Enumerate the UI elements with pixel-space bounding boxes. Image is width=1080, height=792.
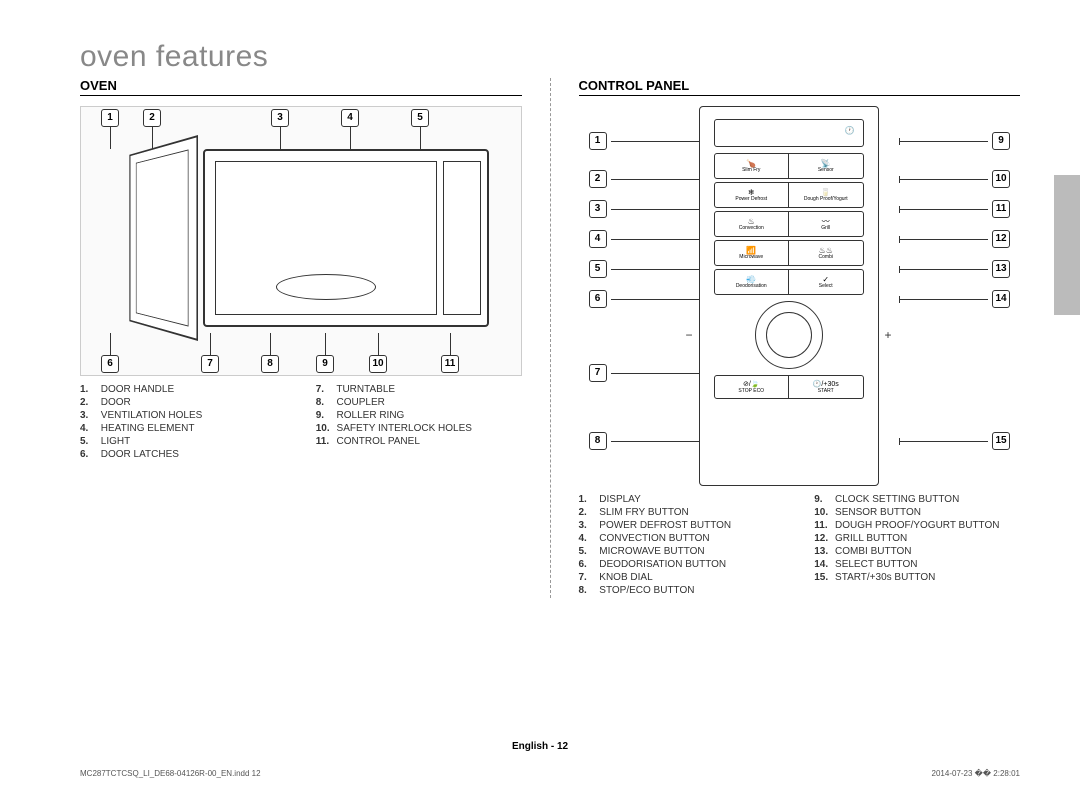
parts-item: 9. CLOCK SETTING BUTTON (814, 494, 1020, 505)
parts-item: 3. POWER DEFROST BUTTON (579, 520, 785, 531)
start-button: 🕐/+30sSTART (789, 376, 863, 398)
control-panel-body: 🕐 🍗Slim Fry📡Sensor ❄Power Defrost🥛Dough P… (699, 106, 879, 486)
parts-item: 14. SELECT BUTTON (814, 559, 1020, 570)
callout-7: 7 (201, 355, 219, 373)
parts-item: 12. GRILL BUTTON (814, 533, 1020, 544)
callout-8: 8 (261, 355, 279, 373)
parts-item: 3. VENTILATION HOLES (80, 410, 286, 421)
bottom-button-row: ⊘/🍃STOP ECO🕐/+30sSTART (714, 375, 864, 399)
callout-4: 4 (341, 109, 359, 127)
button-row-2: ❄Power Defrost🥛Dough Proof/Yogurt (714, 182, 864, 208)
panel-button: ✓Select (789, 270, 863, 294)
parts-item: 11. DOUGH PROOF/YOGURT BUTTON (814, 520, 1020, 531)
callout-13: 13 (899, 260, 1010, 278)
manual-page: oven features OVEN 12345 (0, 0, 1080, 792)
oven-section: OVEN 1 2 3 4 5 6 7 8 9 10 11 1 (80, 78, 522, 598)
callout-9: 9 (316, 355, 334, 373)
callout-8: 8 (589, 432, 700, 450)
oven-parts-list: 1. DOOR HANDLE 2. DOOR 3. VENTILATION HOLE… (80, 384, 522, 462)
control-panel-parts-list: 1. DISPLAY 2. SLIM FRY BUTTON 3. POWER DEF… (579, 494, 1021, 598)
panel-button: 🍗Slim Fry (715, 154, 790, 178)
panel-button: ♨♨Combi (789, 241, 863, 265)
parts-item: 8. COUPLER (316, 397, 522, 408)
callout-10: 10 (899, 170, 1010, 188)
callout-10: 10 (369, 355, 387, 373)
callout-7: 7 (589, 364, 700, 382)
oven-controlpanel-shape (443, 161, 481, 315)
oven-door-shape (129, 135, 198, 341)
callout-14: 14 (899, 290, 1010, 308)
parts-item: 11. CONTROL PANEL (316, 436, 522, 447)
panel-button: ♨Convection (715, 212, 790, 236)
parts-item: 6. DEODORISATION BUTTON (579, 559, 785, 570)
parts-item: 9. ROLLER RING (316, 410, 522, 421)
parts-item: 10. SAFETY INTERLOCK HOLES (316, 423, 522, 434)
callout-9: 9 (899, 132, 1010, 150)
panel-button: 💨Deodorisation (715, 270, 790, 294)
callout-11: 11 (899, 200, 1010, 218)
callout-6: 6 (101, 355, 119, 373)
parts-item: 8. STOP/ECO BUTTON (579, 585, 785, 596)
knob-dial (755, 301, 823, 369)
stop-eco-button: ⊘/🍃STOP ECO (715, 376, 790, 398)
page-title: oven features (80, 40, 1020, 74)
callout-2: 2 (589, 170, 700, 188)
button-row-1: 🍗Slim Fry📡Sensor (714, 153, 864, 179)
parts-item: 2. DOOR (80, 397, 286, 408)
callout-2: 2 (143, 109, 161, 127)
footer-timestamp: 2014-07-23 �� 2:28:01 (932, 769, 1020, 778)
parts-item: 10. SENSOR BUTTON (814, 507, 1020, 518)
callout-15: 15 (899, 432, 1010, 450)
parts-item: 15. START/+30s BUTTON (814, 572, 1020, 583)
parts-item: 5. MICROWAVE BUTTON (579, 546, 785, 557)
clock-icon: 🕐 (845, 126, 855, 135)
parts-item: 1. DISPLAY (579, 494, 785, 505)
parts-item: 7. TURNTABLE (316, 384, 522, 395)
callout-4: 4 (589, 230, 700, 248)
parts-item: 6. DOOR LATCHES (80, 449, 286, 460)
parts-item: 2. SLIM FRY BUTTON (579, 507, 785, 518)
parts-item: 1. DOOR HANDLE (80, 384, 286, 395)
parts-item: 4. CONVECTION BUTTON (579, 533, 785, 544)
column-divider (550, 78, 551, 598)
control-panel-diagram: 12345678 🕐 🍗Slim Fry📡Sensor❄Power Defros… (579, 106, 1021, 486)
parts-item: 4. HEATING ELEMENT (80, 423, 286, 434)
control-panel-heading: CONTROL PANEL (579, 78, 1021, 96)
callout-1: 1 (589, 132, 700, 150)
callout-1: 1 (101, 109, 119, 127)
callout-5: 5 (589, 260, 700, 278)
knob-plus: + (884, 328, 891, 342)
parts-item: 7. KNOB DIAL (579, 572, 785, 583)
control-panel-section: CONTROL PANEL 12345678 🕐 🍗Slim Fry📡Senso… (579, 78, 1021, 598)
button-row-3: ♨Convection〰Grill (714, 211, 864, 237)
page-footer-meta: MC287TCTCSQ_LI_DE68-04126R-00_EN.indd 12… (80, 769, 1020, 778)
callout-5: 5 (411, 109, 429, 127)
page-footer-center: English - 12 (0, 741, 1080, 752)
display-area: 🕐 (714, 119, 864, 147)
panel-button: 〰Grill (789, 212, 863, 236)
turntable-shape (276, 274, 376, 300)
parts-item: 5. LIGHT (80, 436, 286, 447)
callout-3: 3 (589, 200, 700, 218)
button-row-4: 📶Microwave♨♨Combi (714, 240, 864, 266)
panel-button: 🥛Dough Proof/Yogurt (789, 183, 863, 207)
oven-diagram: 1 2 3 4 5 6 7 8 9 10 11 (80, 106, 522, 376)
button-row-5: 💨Deodorisation✓Select (714, 269, 864, 295)
oven-body-shape (203, 149, 489, 327)
panel-button: ❄Power Defrost (715, 183, 790, 207)
oven-heading: OVEN (80, 78, 522, 96)
knob-minus: − (686, 328, 693, 342)
footer-filename: MC287TCTCSQ_LI_DE68-04126R-00_EN.indd 12 (80, 769, 261, 778)
oven-cavity-shape (215, 161, 437, 315)
callout-11: 11 (441, 355, 459, 373)
panel-button: 📶Microwave (715, 241, 790, 265)
panel-button: 📡Sensor (789, 154, 863, 178)
callout-6: 6 (589, 290, 700, 308)
callout-3: 3 (271, 109, 289, 127)
parts-item: 13. COMBI BUTTON (814, 546, 1020, 557)
callout-12: 12 (899, 230, 1010, 248)
